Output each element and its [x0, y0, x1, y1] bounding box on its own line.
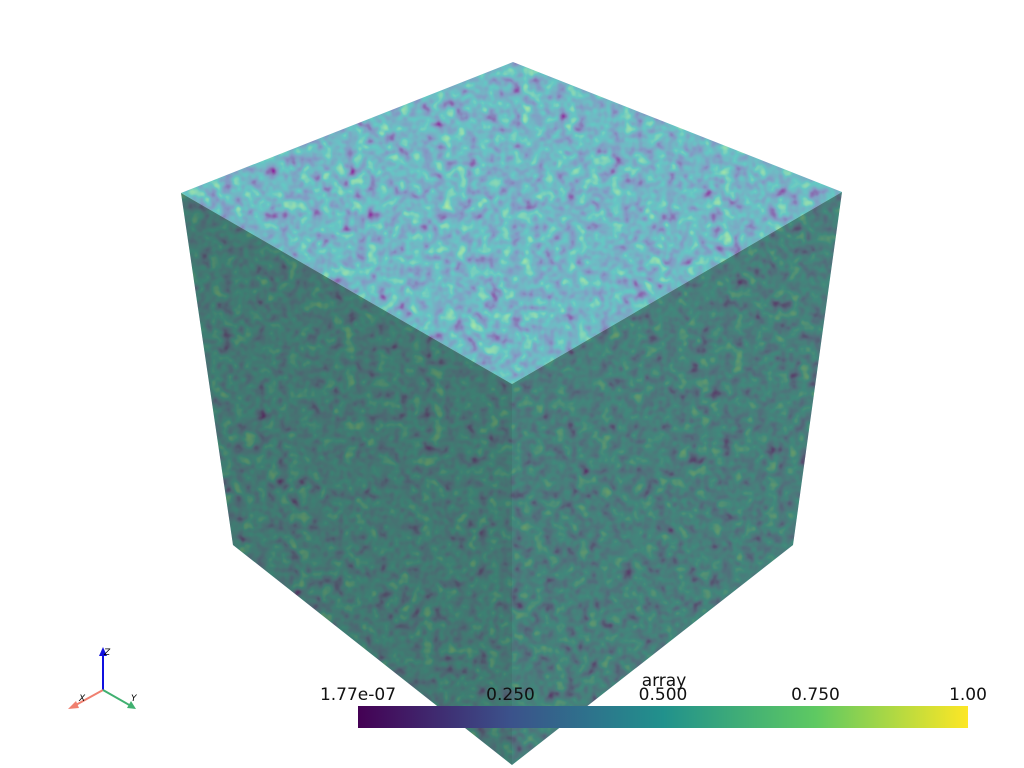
colorbar-tick-label: 1.00 [949, 685, 987, 705]
shade-right [512, 192, 842, 765]
y-axis [102, 689, 132, 707]
cube-left [181, 193, 512, 765]
colorbar-tick-label: 1.77e-07 [320, 685, 396, 705]
shade-left [181, 193, 512, 765]
colorbar-tick-label: 0.250 [486, 685, 535, 705]
colorbar-tick-label: 0.750 [791, 685, 840, 705]
x-label: X [78, 694, 86, 704]
axes-widget: Z X Y [68, 647, 138, 709]
cube [181, 62, 842, 765]
colorbar-tick-label: 0.500 [639, 685, 688, 705]
x-axis [73, 689, 104, 707]
x-arrow [68, 701, 79, 709]
z-label: Z [103, 648, 111, 658]
cube-right [512, 192, 842, 765]
colorbar-title: array [642, 671, 687, 691]
z-arrow [99, 647, 107, 656]
colorbar: array 1.77e-07 0.250 0.500 0.750 1.00 [320, 671, 987, 728]
cube-top [181, 62, 842, 384]
y-label: Y [131, 694, 138, 704]
y-arrow [127, 701, 136, 709]
colorbar-gradient [358, 706, 968, 728]
